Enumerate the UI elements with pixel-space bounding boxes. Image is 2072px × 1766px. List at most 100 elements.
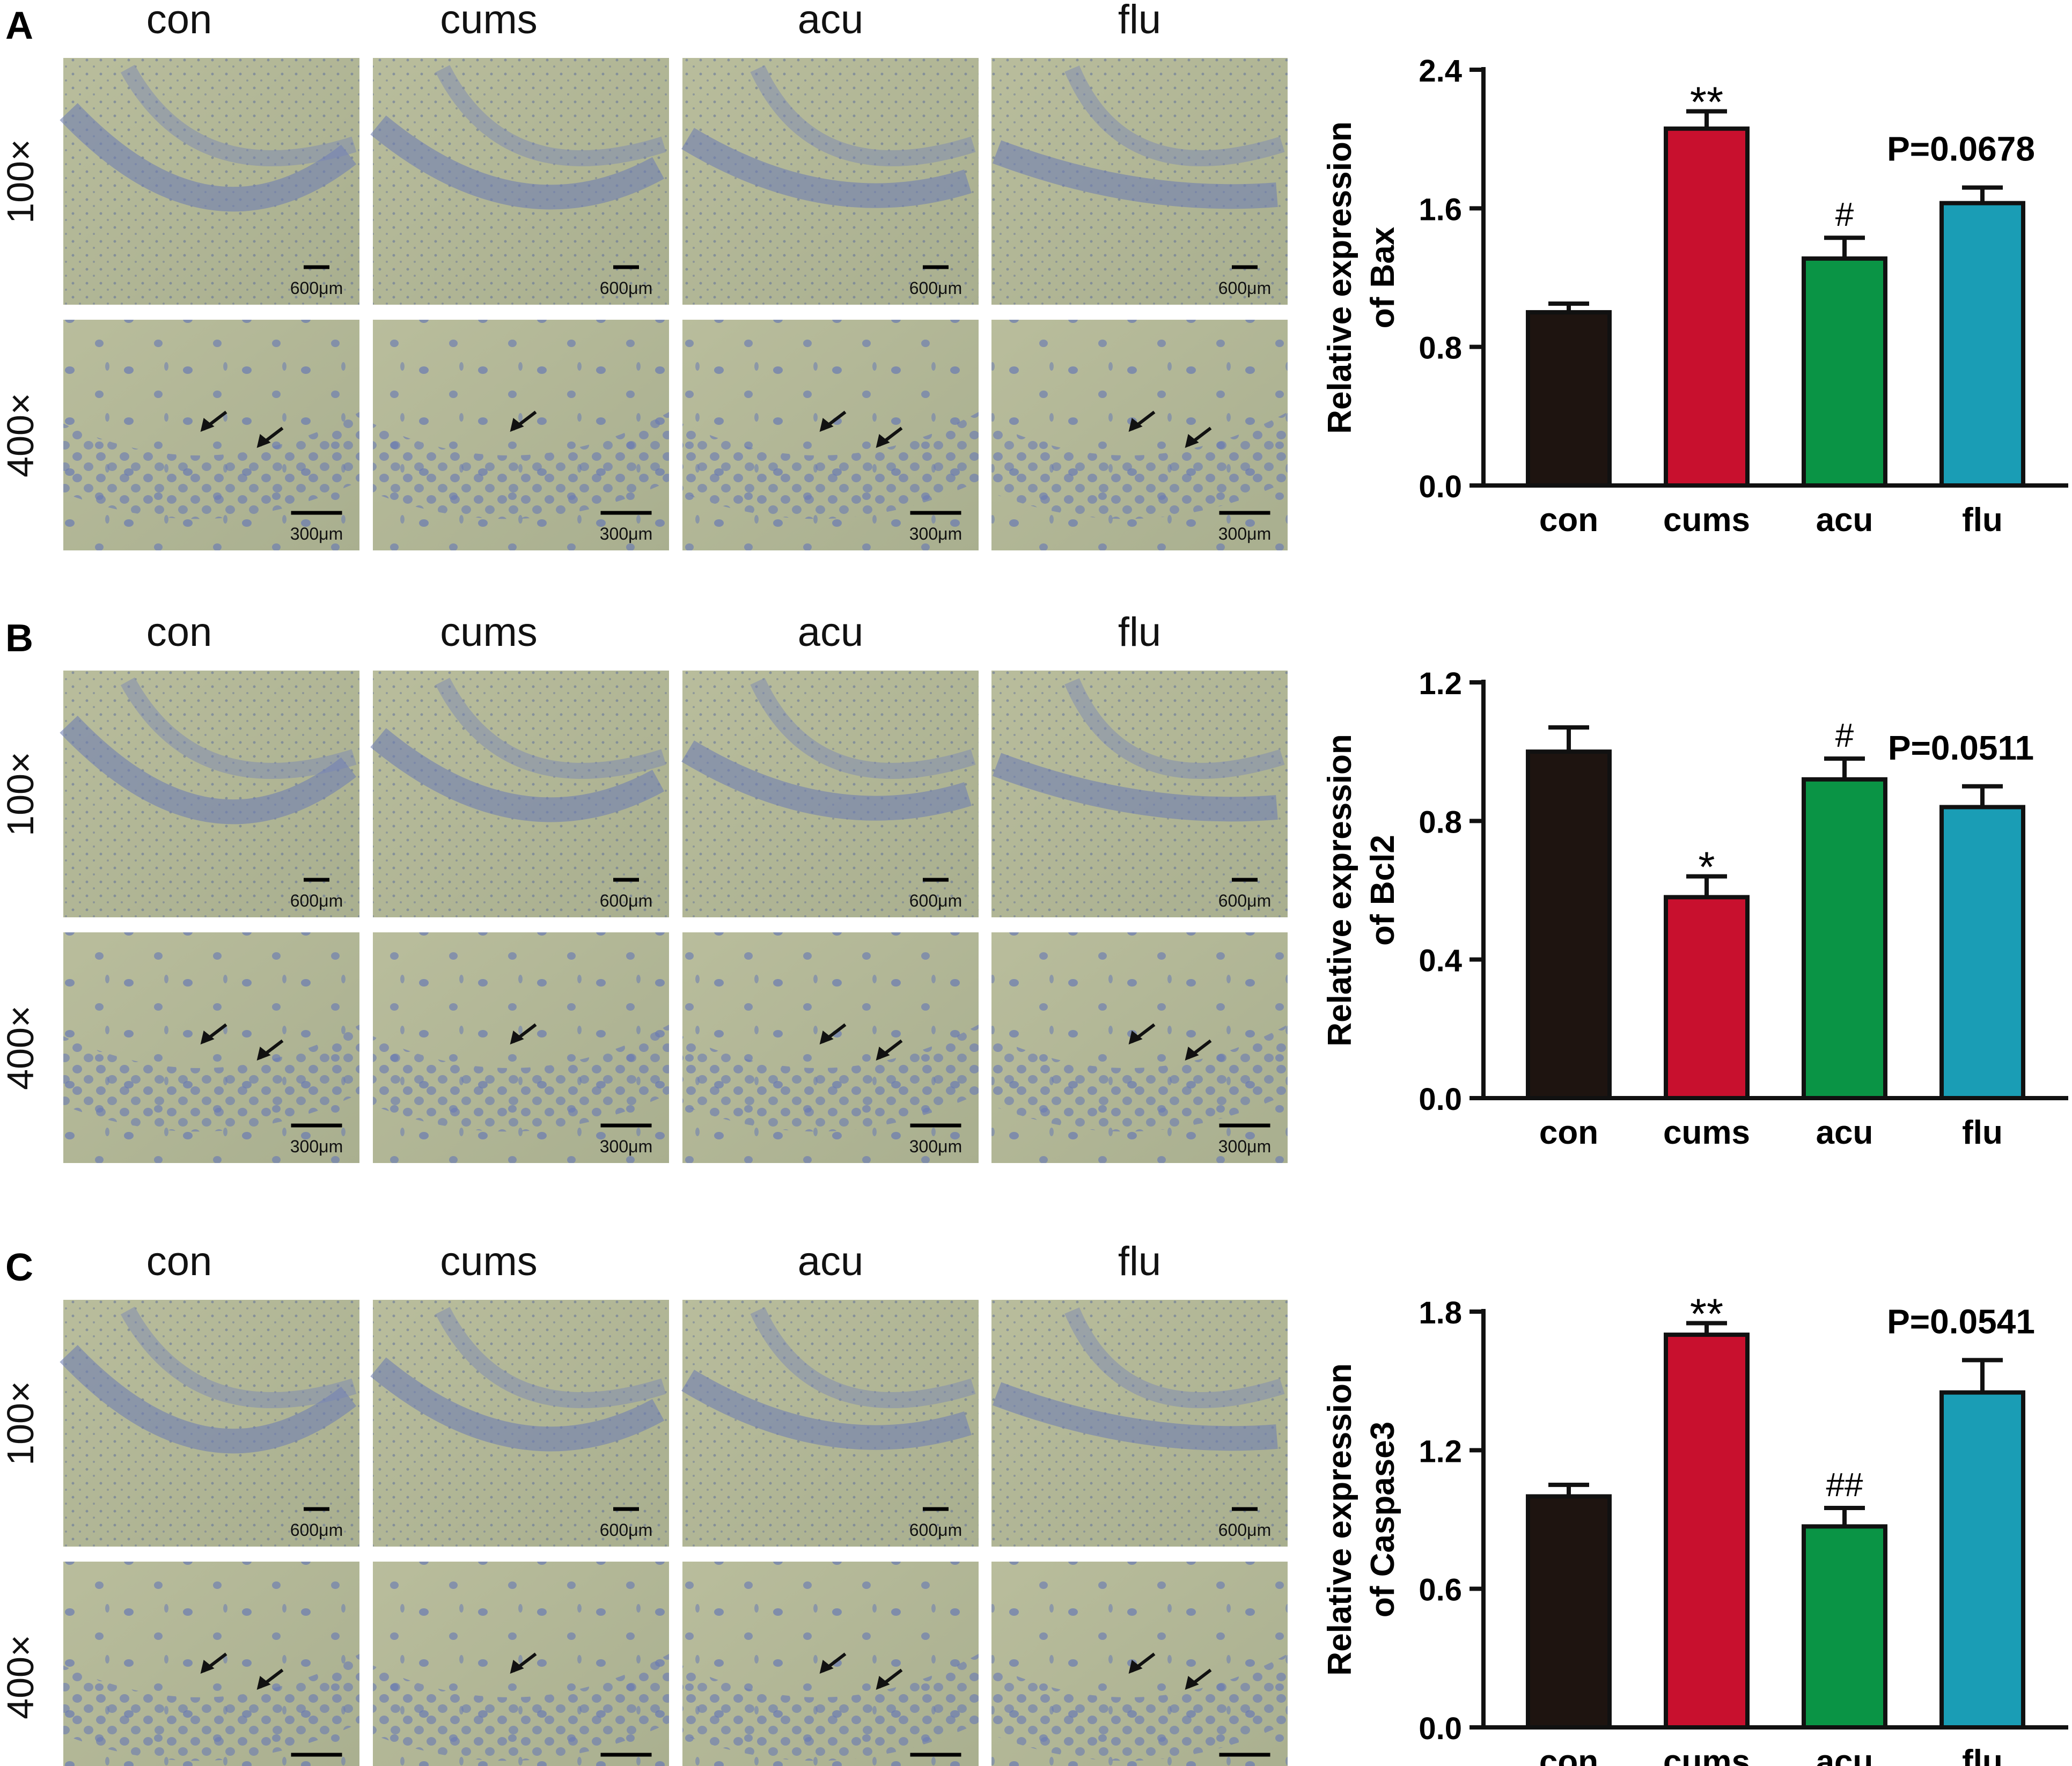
- micrograph-con-high: 300μm: [63, 932, 359, 1163]
- column-header-flu: flu: [1118, 0, 1161, 42]
- micrograph-con-high: 300μm: [63, 320, 359, 550]
- scale-label: 600μm: [290, 891, 343, 910]
- micrograph-cums-high: 300μm: [373, 932, 669, 1163]
- bar-acu: [1802, 256, 1887, 488]
- y-tick-label: 1.6: [1419, 192, 1462, 227]
- column-header-cums: cums: [440, 1239, 538, 1284]
- bar-con: [1526, 1494, 1612, 1730]
- micrograph-flu-low: 600μm: [991, 671, 1288, 917]
- micrograph-con-low: 600μm: [60, 58, 359, 305]
- micrograph-cums-low: 600μm: [370, 58, 669, 305]
- scale-label: 300μm: [1218, 524, 1271, 543]
- micrograph-acu-high: 300μm: [682, 1562, 979, 1766]
- bar-flu: [1939, 805, 2025, 1100]
- scale-label: 300μm: [600, 524, 652, 543]
- x-tick-label-acu: acu: [1816, 1114, 1873, 1151]
- scale-label: 300μm: [909, 524, 962, 543]
- bar-flu: [1939, 1390, 2025, 1730]
- scale-label: 300μm: [600, 1137, 652, 1156]
- scale-label: 600μm: [909, 1520, 962, 1540]
- significance-label-flu: P=0.0511: [1888, 729, 2034, 767]
- x-tick-label-cums: cums: [1663, 1114, 1750, 1151]
- micrograph-acu-high: 300μm: [682, 932, 979, 1163]
- scale-label: 300μm: [909, 1137, 962, 1156]
- micrograph-flu-low: 600μm: [991, 58, 1288, 305]
- row-label-100×: 100×: [0, 139, 41, 224]
- panel-letter: A: [5, 4, 33, 47]
- column-header-cums: cums: [440, 609, 538, 655]
- x-tick-label-acu: acu: [1816, 502, 1873, 539]
- column-header-acu: acu: [798, 0, 864, 42]
- column-header-con: con: [146, 609, 212, 655]
- scale-label: 600μm: [909, 891, 962, 910]
- significance-label-cums: **: [1690, 1290, 1723, 1338]
- micrograph-acu-low: 600μm: [681, 671, 979, 917]
- scale-label: 600μm: [600, 278, 652, 298]
- x-tick-label-flu: flu: [1962, 502, 2003, 539]
- bar-acu: [1802, 1524, 1887, 1730]
- column-header-acu: acu: [798, 1239, 864, 1284]
- y-axis-label: of Bax: [1364, 226, 1401, 328]
- scale-label: 600μm: [1218, 891, 1271, 910]
- micrograph-acu-low: 600μm: [681, 58, 979, 305]
- row-label-400×: 400×: [0, 1005, 41, 1090]
- y-tick-label: 1.2: [1419, 1434, 1462, 1469]
- bar-chart-C: Relative expression of Caspase3 con ** cums #…: [1321, 1290, 2068, 1766]
- x-tick-label-flu: flu: [1962, 1114, 2003, 1151]
- micrograph-con-low: 600μm: [60, 671, 359, 917]
- significance-label-cums: *: [1698, 843, 1715, 891]
- micrograph-cums-high: 300μm: [373, 1562, 669, 1766]
- x-tick-label-cums: cums: [1663, 502, 1750, 539]
- scale-label: 600μm: [290, 278, 343, 298]
- significance-label-flu: P=0.0541: [1887, 1302, 2035, 1341]
- y-axis-label: Relative expression: [1321, 121, 1358, 433]
- significance-label-acu: #: [1835, 196, 1854, 233]
- y-tick-label: 2.4: [1419, 54, 1462, 89]
- micrograph-acu-high: 300μm: [682, 320, 979, 550]
- micrograph-flu-high: 300μm: [991, 320, 1288, 550]
- row-label-100×: 100×: [0, 1381, 41, 1466]
- y-tick-label: 0.4: [1419, 944, 1462, 978]
- y-tick-label: 0.0: [1419, 1082, 1462, 1117]
- scale-label: 600μm: [1218, 1520, 1271, 1540]
- column-header-con: con: [146, 0, 212, 42]
- y-axis-label: of Bcl2: [1364, 835, 1401, 946]
- bar-cums: [1664, 895, 1750, 1101]
- bar-cums: [1664, 1333, 1750, 1730]
- bar-flu: [1939, 201, 2025, 488]
- micrograph-cums-low: 600μm: [370, 671, 669, 917]
- significance-label-acu: #: [1835, 717, 1854, 754]
- row-label-100×: 100×: [0, 752, 41, 836]
- x-tick-label-con: con: [1539, 1743, 1598, 1766]
- row-label-400×: 400×: [0, 1635, 41, 1719]
- column-header-flu: flu: [1118, 609, 1161, 655]
- bar-con: [1526, 310, 1612, 488]
- scale-label: 600μm: [600, 891, 652, 910]
- micrograph-con-high: 300μm: [63, 1562, 359, 1766]
- y-tick-label: 0.6: [1419, 1573, 1462, 1608]
- y-tick-label: 0.0: [1419, 1711, 1462, 1746]
- significance-label-cums: **: [1690, 78, 1723, 126]
- y-tick-label: 0.8: [1419, 805, 1462, 840]
- x-tick-label-acu: acu: [1816, 1743, 1873, 1766]
- y-tick-label: 1.8: [1419, 1296, 1462, 1330]
- column-header-acu: acu: [798, 609, 864, 655]
- scale-label: 600μm: [290, 1520, 343, 1540]
- x-tick-label-cums: cums: [1663, 1743, 1750, 1766]
- column-header-con: con: [146, 1239, 212, 1284]
- micrograph-acu-low: 600μm: [681, 1300, 979, 1547]
- significance-label-flu: P=0.0678: [1887, 130, 2035, 168]
- panel-letter: C: [5, 1246, 33, 1289]
- y-axis-label: Relative expression: [1321, 734, 1358, 1046]
- micrograph-flu-low: 600μm: [991, 1300, 1288, 1547]
- scale-label: 300μm: [1218, 1137, 1271, 1156]
- bar-acu: [1802, 777, 1887, 1101]
- bar-chart-B: Relative expression of Bcl2 con * cums # acu P=…: [1321, 666, 2068, 1151]
- scale-label: 600μm: [1218, 278, 1271, 298]
- scale-label: 600μm: [600, 1520, 652, 1540]
- micrograph-con-low: 600μm: [60, 1300, 359, 1547]
